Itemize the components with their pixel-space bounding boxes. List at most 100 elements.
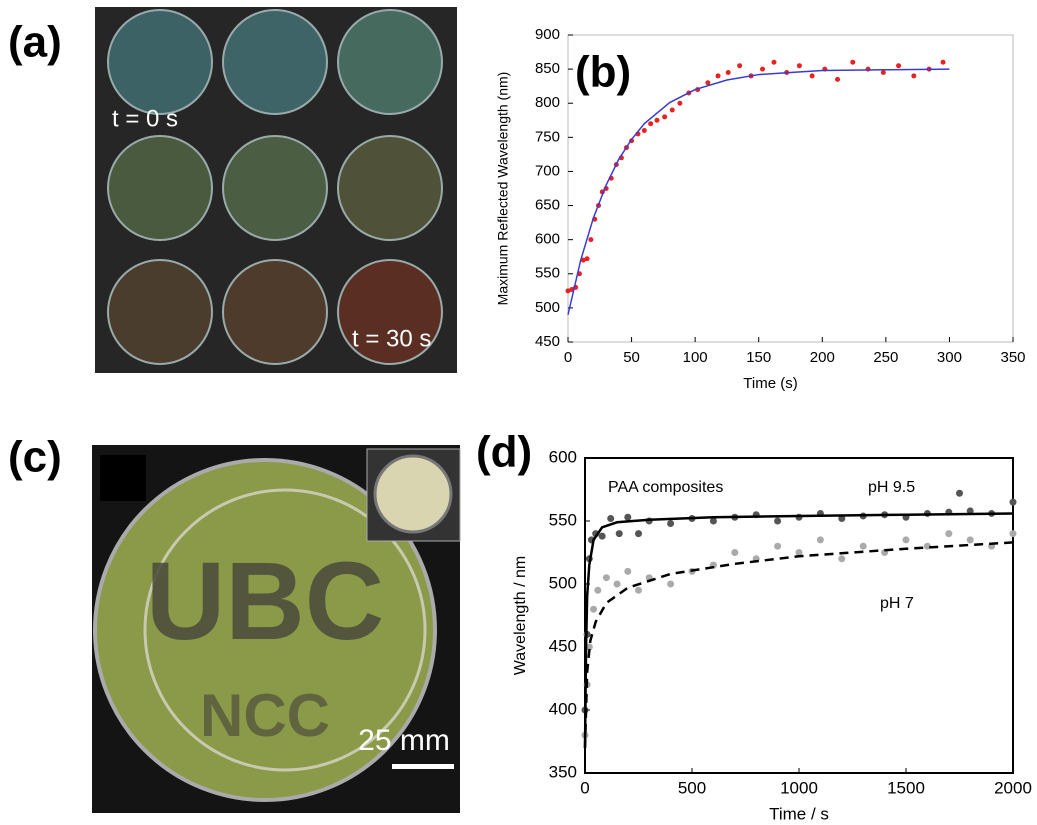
y-axis-label: Maximum Reflected Wavelength (nm) [495, 72, 511, 306]
point [966, 507, 974, 515]
dishes [107, 9, 443, 365]
dish [93, 458, 437, 802]
y-tick-label: 450 [535, 333, 560, 350]
x-tick-label: 150 [746, 349, 771, 366]
point [838, 514, 846, 522]
x-axis-label: Time / s [769, 804, 829, 823]
x-tick-label: 100 [683, 349, 708, 366]
point [859, 542, 867, 550]
y-tick-label: 550 [549, 510, 577, 529]
y-tick-label: 400 [549, 699, 577, 718]
point [771, 59, 777, 65]
y-tick-label: 700 [535, 162, 560, 179]
point [956, 489, 963, 497]
point [850, 59, 856, 65]
y-tick-label: 450 [549, 636, 577, 655]
point [945, 530, 953, 538]
panel-label: (a) [8, 18, 62, 67]
x-tick-label: 0 [564, 349, 572, 366]
x-tick-label: 2000 [994, 778, 1032, 797]
x-tick-label: 250 [873, 349, 898, 366]
x-tick-label: 50 [623, 349, 640, 366]
x-tick-label: 200 [810, 349, 835, 366]
point [669, 107, 675, 113]
scale-label: 25 mm [358, 724, 450, 757]
panel-label: (d) [476, 428, 532, 477]
point [880, 70, 886, 76]
x-tick-label: 1500 [887, 778, 925, 797]
point [774, 542, 782, 550]
point [585, 643, 593, 651]
annotation: PAA composites [608, 479, 723, 496]
y-tick-label: 600 [535, 231, 560, 248]
x-tick-label: 300 [937, 349, 962, 366]
point [902, 536, 910, 544]
y-tick-label: 750 [535, 128, 560, 145]
point [594, 586, 602, 594]
point [598, 532, 606, 540]
y-tick-label: 500 [535, 299, 560, 316]
x-axis-label: Time (s) [743, 375, 797, 392]
y-tick-label: 850 [535, 60, 560, 77]
point [648, 121, 654, 127]
annotation: pH 7 [880, 595, 914, 612]
point [966, 536, 974, 544]
point [615, 530, 623, 538]
y-tick-label: 600 [549, 447, 577, 466]
point [760, 66, 766, 72]
point [635, 530, 642, 538]
point [795, 549, 803, 556]
point [774, 517, 782, 525]
plot-frame [567, 34, 1014, 343]
x-tick-label: 1000 [780, 778, 818, 797]
point [731, 549, 739, 556]
point [1009, 530, 1017, 538]
y-tick-label: 350 [549, 762, 577, 781]
photo-caption: t = 0 s [112, 105, 178, 132]
point [588, 237, 594, 243]
point [654, 117, 660, 123]
point [580, 257, 586, 263]
point [667, 520, 675, 528]
point [715, 73, 721, 79]
point [590, 605, 598, 613]
point [865, 66, 871, 72]
fit-line [583, 541, 1014, 748]
panel-label: (c) [8, 433, 62, 482]
photo-caption: t = 30 s [352, 325, 431, 352]
point [1009, 498, 1017, 506]
y-tick-label: 800 [535, 94, 560, 111]
point [705, 80, 711, 86]
point [641, 128, 647, 134]
inset-dish [373, 454, 453, 534]
point [607, 514, 615, 522]
point [809, 73, 815, 79]
dish-ring [143, 488, 427, 772]
scale-bar [392, 764, 454, 769]
point [737, 63, 743, 69]
point [923, 542, 931, 550]
etched-text: UBC [146, 540, 384, 663]
x-tick-label: 350 [1000, 349, 1025, 366]
point [624, 513, 632, 521]
fit-line [567, 68, 950, 315]
annotation: pH 9.5 [868, 479, 915, 496]
point [613, 580, 621, 588]
point [835, 76, 841, 82]
point [816, 536, 824, 544]
point [624, 567, 632, 575]
point [565, 288, 571, 294]
point [911, 73, 917, 79]
point [796, 63, 802, 69]
point [635, 586, 642, 594]
point [662, 114, 668, 120]
y-axis-label: Wavelength / nm [512, 556, 529, 675]
point [677, 100, 683, 106]
y-tick-label: 650 [535, 197, 560, 214]
point [667, 580, 675, 588]
etched-text: NCC [200, 682, 330, 749]
y-tick-label: 550 [535, 265, 560, 282]
point [709, 517, 717, 525]
point [725, 70, 731, 76]
